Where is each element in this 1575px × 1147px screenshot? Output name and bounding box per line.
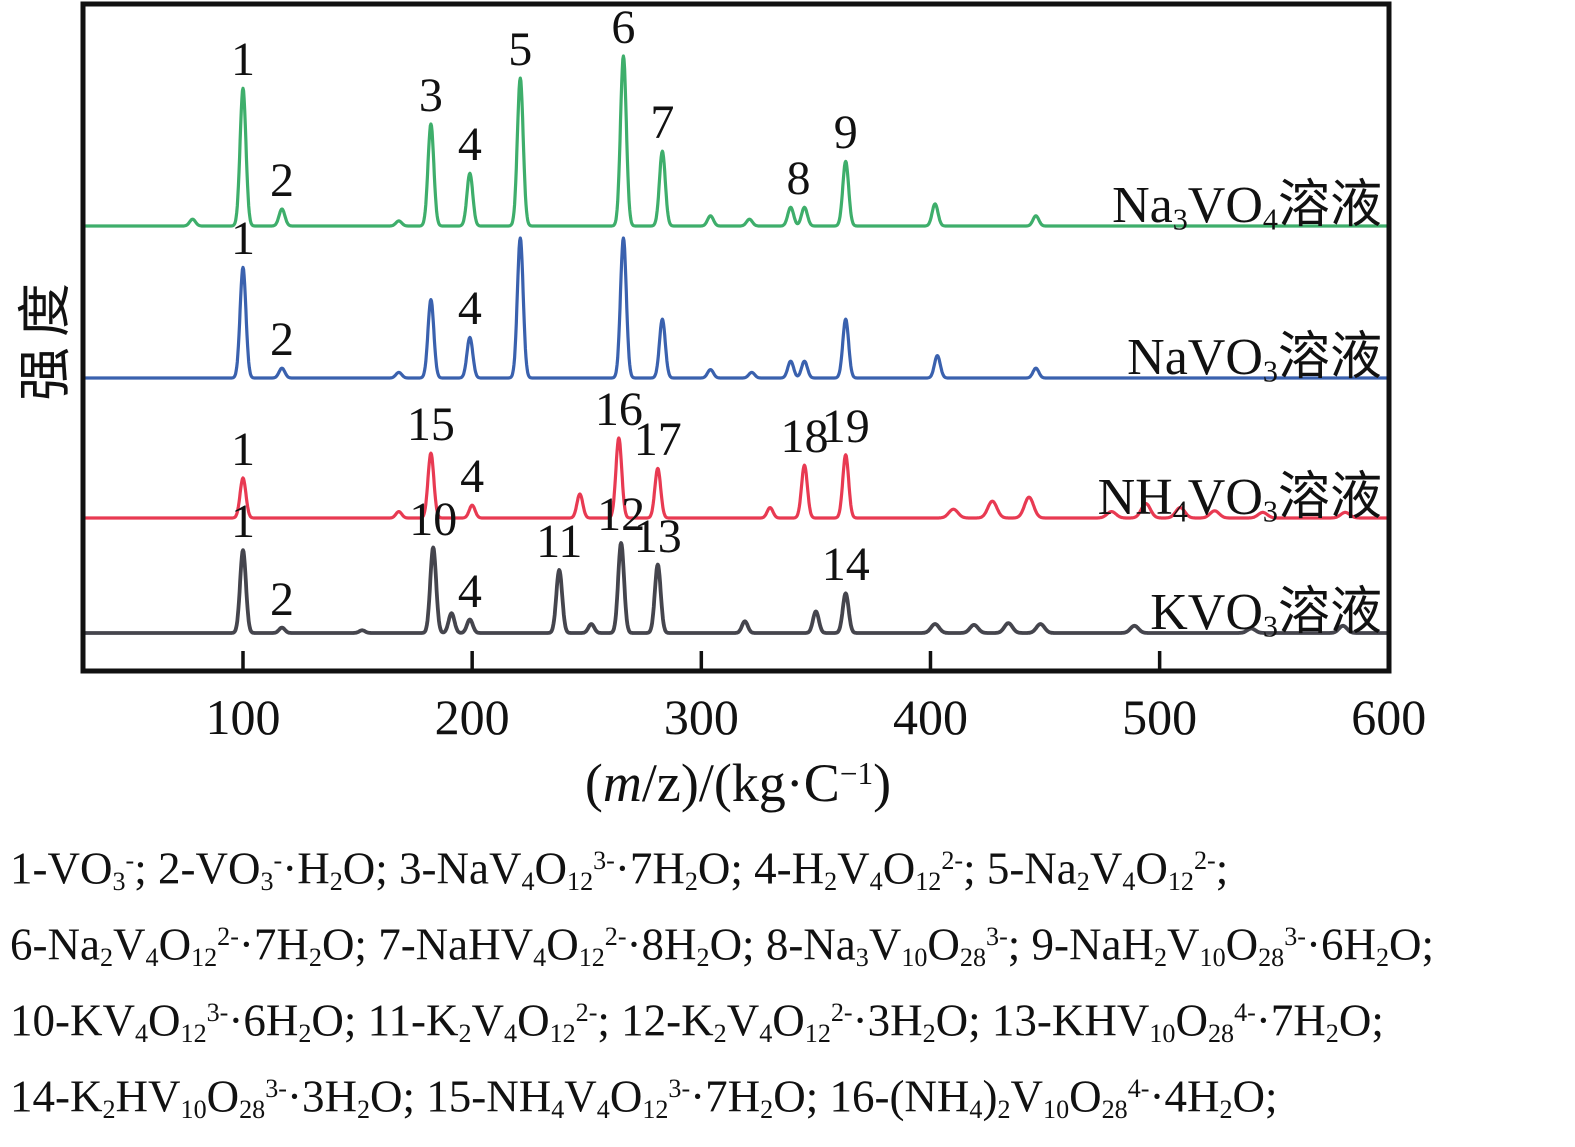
spectrum-trace-nh4vo3 bbox=[83, 436, 1391, 520]
legend-line-1: 1-VO3-; 2-VO3-·H2O; 3-NaV4O123-·7H2O; 4-… bbox=[10, 843, 1229, 896]
legend-line-3: 10-KV4O123-·6H2O; 11-K2V4O122-; 12-K2V4O… bbox=[10, 995, 1384, 1048]
spectrum-trace-navo3 bbox=[83, 236, 1391, 380]
plot-frame bbox=[80, 1, 1392, 674]
spectrum-trace-na3vo4 bbox=[83, 54, 1391, 228]
peak-legend-text: 1-VO3-; 2-VO3-·H2O; 3-NaV4O123-·7H2O; 4-… bbox=[10, 833, 1575, 1147]
legend-line-5: 17-NH4HV10O284 ·8H2O; 18-(NH4)3V10O283-·… bbox=[10, 1136, 1575, 1147]
spectrum-trace-kvo3 bbox=[83, 541, 1391, 635]
legend-line-2: 6-Na2V4O122-·7H2O; 7-NaHV4O122-·8H2O; 8-… bbox=[10, 919, 1434, 972]
legend-line-4: 14-K2HV10O283-·3H2O; 15-NH4V4O123-·7H2O;… bbox=[10, 1070, 1278, 1124]
spectra-plot-canvas bbox=[80, 1, 1392, 674]
